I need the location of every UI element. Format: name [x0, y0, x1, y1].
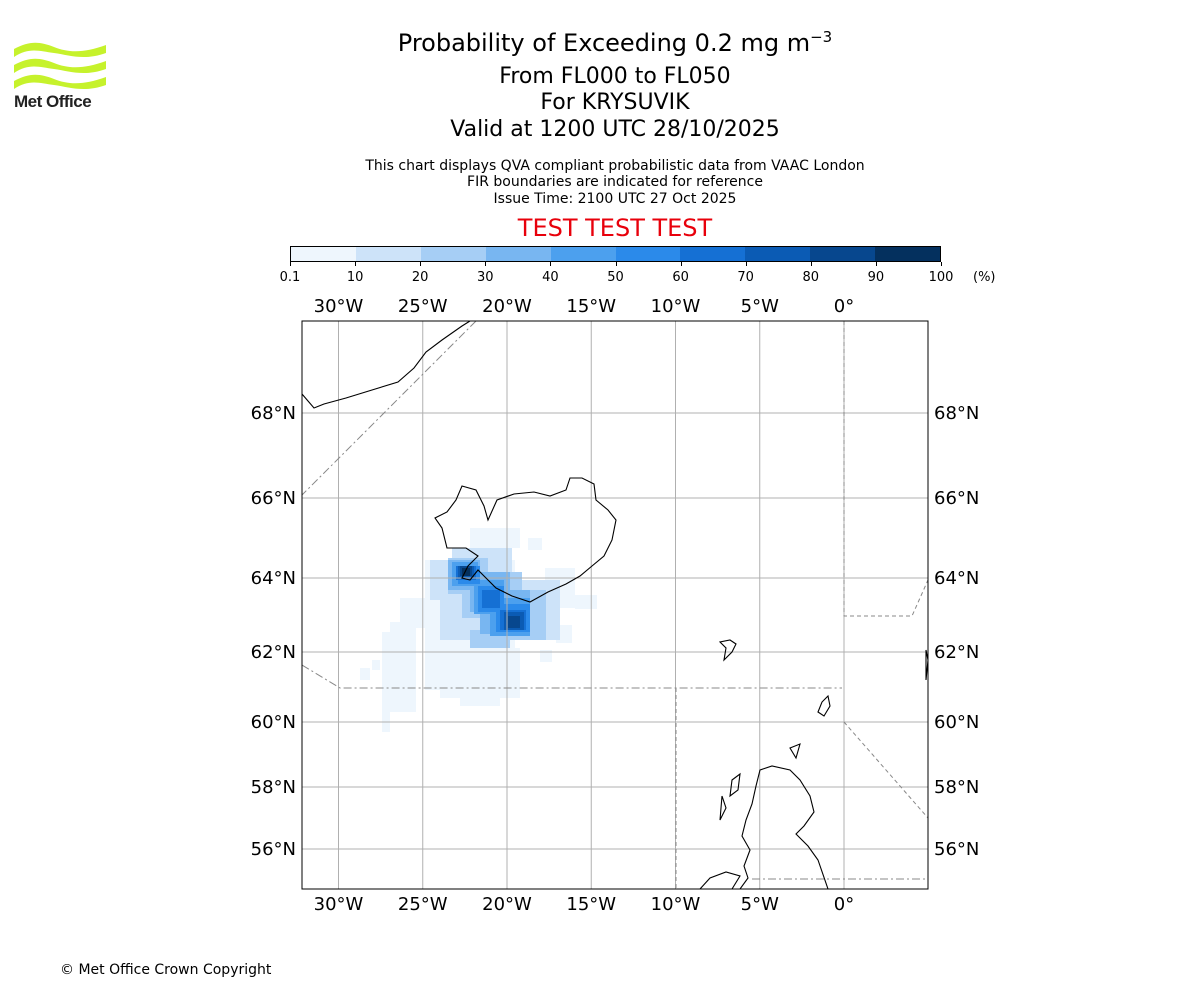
- latitude-label: 60°N: [934, 712, 979, 733]
- colorbar-tick-label: 70: [737, 270, 754, 285]
- ash-probability-plume: [360, 528, 597, 732]
- map-frame: [301, 320, 929, 890]
- latitude-label: 66°N: [934, 488, 979, 509]
- title-prefix: Probability of Exceeding 0.2 mg m: [397, 29, 811, 57]
- note-line-1: This chart displays QVA compliant probab…: [365, 158, 865, 174]
- longitude-label: 20°W: [482, 296, 532, 317]
- longitude-label: 15°W: [566, 894, 616, 915]
- latitude-label: 62°N: [934, 642, 979, 663]
- colorbar-segment: [615, 247, 681, 261]
- longitude-label: 25°W: [398, 894, 448, 915]
- valid-time: Valid at 1200 UTC 28/10/2025: [450, 117, 780, 142]
- plume-cell: [540, 650, 552, 662]
- issue-time: Issue Time: 2100 UTC 27 Oct 2025: [493, 191, 737, 207]
- fir-boundaries: [302, 321, 928, 889]
- longitude-label: 5°W: [741, 296, 779, 317]
- colorbar-tick-mark: [941, 262, 942, 266]
- axis-labels: 30°W 30°W 25°W 25°W 20°W 20°W 15°W 15°W 10°W 10°W…: [251, 296, 980, 915]
- plume-cell: [575, 595, 597, 609]
- latitude-label: 62°N: [251, 642, 296, 663]
- colorbar-tick-label: 90: [867, 270, 885, 285]
- latitude-label: 66°N: [251, 488, 296, 509]
- colorbar-tick-mark: [485, 262, 487, 266]
- latitude-label: 56°N: [934, 839, 979, 860]
- colorbar-tick-mark: [810, 262, 812, 266]
- colorbar-segment: [291, 247, 356, 261]
- plume-cell: [508, 616, 520, 628]
- colorbar-tick-label: 60: [672, 270, 689, 285]
- colorbar-tick-label: 30: [477, 270, 494, 285]
- test-banner: TEST TEST TEST: [517, 214, 713, 242]
- longitude-label: 15°W: [566, 296, 616, 317]
- met-office-logo-icon: [14, 42, 106, 90]
- latitude-label: 68°N: [934, 403, 979, 424]
- colorbar-segment: [485, 247, 551, 261]
- graticule: [302, 321, 928, 889]
- logo-text: Met Office: [14, 92, 92, 111]
- plume-cell: [372, 660, 380, 670]
- colorbar-segment: [355, 247, 421, 261]
- colorbar-tick-mark: [420, 262, 422, 266]
- note-line-2: FIR boundaries are indicated for referen…: [467, 174, 763, 190]
- latitude-label: 58°N: [251, 777, 296, 798]
- colorbar-tick-label: 50: [607, 270, 624, 285]
- coastlines: [302, 321, 928, 889]
- chart-title: Probability of Exceeding 0.2 mg m−3: [0, 28, 1200, 57]
- flight-level-range: From FL000 to FL050: [499, 64, 731, 89]
- colorbar-segment: [810, 247, 876, 261]
- colorbar: [290, 246, 941, 262]
- longitude-label: 10°W: [651, 894, 701, 915]
- plume-cell: [382, 632, 390, 732]
- longitude-label: 10°W: [651, 296, 701, 317]
- latitude-label: 56°N: [251, 839, 296, 860]
- plume-cell: [360, 668, 370, 680]
- longitude-label: 30°W: [314, 296, 364, 317]
- latitude-label: 60°N: [251, 712, 296, 733]
- colorbar-tick-label: 10: [346, 270, 364, 285]
- longitude-label: 5°W: [741, 894, 779, 915]
- colorbar-tick-mark: [875, 262, 877, 266]
- plume-cell: [462, 568, 470, 576]
- colorbar-tick-label: 40: [542, 270, 559, 285]
- latitude-label: 64°N: [251, 568, 296, 589]
- colorbar-tick-mark: [680, 262, 682, 266]
- colorbar-tick-mark: [745, 262, 747, 266]
- plume-cell: [470, 528, 520, 548]
- colorbar-segment: [550, 247, 616, 261]
- latitude-label: 68°N: [251, 403, 296, 424]
- colorbar-segment: [420, 247, 486, 261]
- plume-cell: [460, 690, 500, 706]
- colorbar-tick-label: 80: [802, 270, 820, 285]
- plume-cell: [390, 622, 416, 712]
- colorbar-tick-mark: [550, 262, 552, 266]
- latitude-label: 64°N: [934, 568, 979, 589]
- longitude-label: 0°: [834, 894, 854, 915]
- plume-cell: [528, 538, 542, 550]
- colorbar-tick-mark: [290, 262, 291, 266]
- longitude-label: 20°W: [482, 894, 532, 915]
- volcano-name: For KRYSUVIK: [540, 90, 690, 115]
- colorbar-tick-mark: [355, 262, 357, 266]
- colorbar-unit: (%): [973, 270, 996, 285]
- title-exponent: −3: [810, 28, 833, 46]
- longitude-label: 25°W: [398, 296, 448, 317]
- colorbar-tick-label: 20: [411, 270, 429, 285]
- latitude-label: 58°N: [934, 777, 979, 798]
- colorbar-tick-label: 0.1: [279, 270, 301, 285]
- colorbar-segment: [745, 247, 811, 261]
- colorbar-segment: [680, 247, 746, 261]
- colorbar-segment: [875, 247, 941, 261]
- longitude-label: 30°W: [314, 894, 364, 915]
- copyright: © Met Office Crown Copyright: [60, 962, 272, 978]
- longitude-label: 0°: [834, 296, 854, 317]
- colorbar-tick-mark: [615, 262, 617, 266]
- plume-cell: [482, 590, 500, 608]
- colorbar-tick-label: 100: [928, 270, 954, 285]
